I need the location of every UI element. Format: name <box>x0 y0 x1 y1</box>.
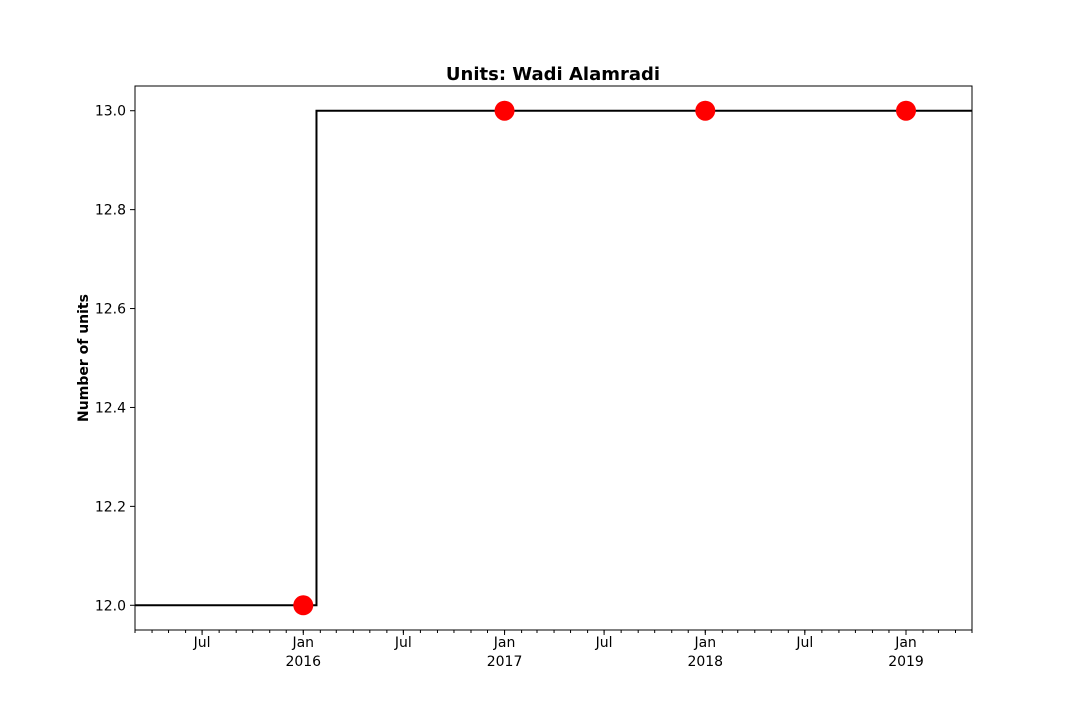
x-tick-label: Jan <box>493 635 516 651</box>
data-point-marker <box>695 100 716 121</box>
y-tick-label: 12.2 <box>95 499 126 515</box>
data-point-marker <box>494 100 515 121</box>
x-tick-label: Jul <box>595 635 613 651</box>
x-tick-year-label: 2018 <box>687 654 723 670</box>
x-tick-label: Jul <box>795 635 813 651</box>
x-tick-year-label: 2017 <box>487 654 523 670</box>
y-tick-label: 12.8 <box>95 203 126 219</box>
plot-area: 12.0 12.2 12.4 12.6 12.8 13.0 Jul Jan 2016 Jul Jan… <box>95 85 973 670</box>
y-axis-label: Number of units <box>76 294 92 422</box>
x-tick-year-label: 2016 <box>285 654 321 670</box>
x-tick-label: Jul <box>193 635 211 651</box>
data-point-marker <box>896 100 917 121</box>
x-tick-year-label: 2019 <box>888 654 924 670</box>
x-tick-label: Jan <box>693 635 716 651</box>
y-tick-label: 13.0 <box>95 104 126 120</box>
y-tick-label: 12.6 <box>95 302 126 318</box>
data-point-marker <box>293 595 314 616</box>
chart-title: Units: Wadi Alamradi <box>446 64 660 85</box>
x-tick-label: Jan <box>291 635 314 651</box>
x-tick-label: Jul <box>394 635 412 651</box>
series-step-line <box>135 109 972 607</box>
y-tick-label: 12.0 <box>95 598 126 614</box>
plot-frame <box>134 85 973 631</box>
x-tick-label: Jan <box>894 635 917 651</box>
y-tick-label: 12.4 <box>95 400 126 416</box>
